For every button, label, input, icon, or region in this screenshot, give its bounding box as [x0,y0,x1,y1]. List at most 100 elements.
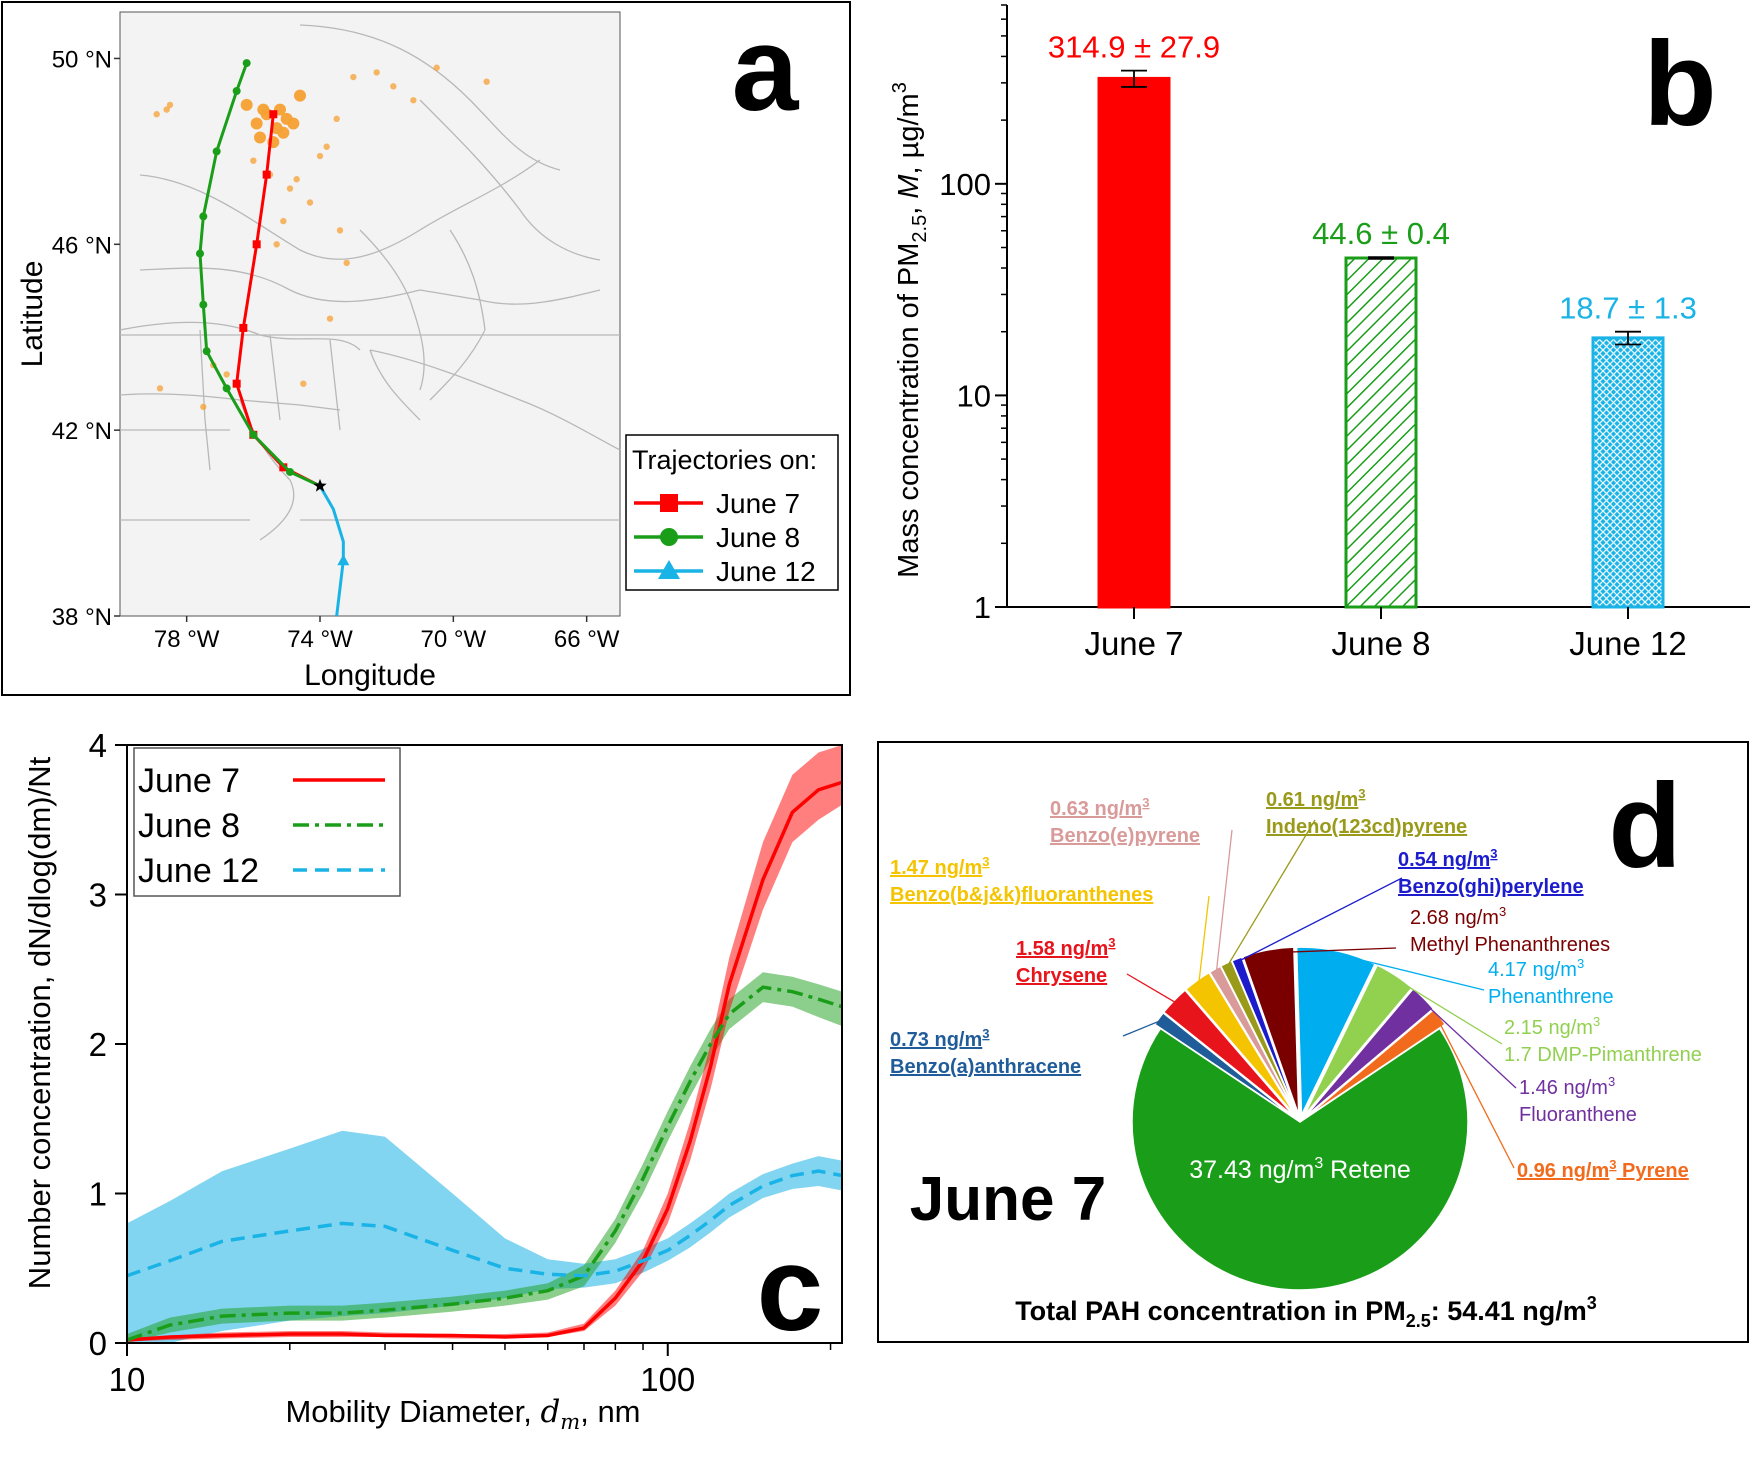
trajectory-marker [262,170,271,179]
trajectory-marker [269,110,278,119]
fire-point [240,98,253,111]
fire-point [250,157,257,164]
bar-june-8 [1344,256,1418,609]
map-ylabel: Latitude [16,261,49,368]
map-boundaries [119,24,621,541]
legend-label-june-7: June 7 [138,762,240,800]
size-ytick-label: 2 [89,1026,107,1063]
bar-category-label: June 8 [1331,625,1430,662]
pie-leader-line [1393,977,1503,1045]
fire-point [250,117,263,130]
pie-label-name: Benzo(e)pyrene [1050,825,1200,847]
bar-category-label: June 12 [1569,625,1686,662]
line-june-8 [126,985,843,1342]
legend-label-june-8: June 8 [716,522,800,553]
pie-label-name: Benzo(a)anthracene [890,1056,1081,1078]
fire-point [350,73,357,81]
trajectory-marker [196,249,204,258]
fire-point [257,103,270,116]
fire-point [306,199,314,206]
legend-marker [660,528,678,546]
band-june-12 [127,1130,842,1343]
panel-d-label: d [1608,759,1681,893]
pie-leader-line [1122,1019,1162,1037]
pie-label-value: 1.58 ng/m3 [1016,935,1116,960]
fire-point [293,176,300,183]
legend-marker [658,560,680,579]
map-ytick-label: 50 °N [52,46,112,73]
legend-label-june-12: June 12 [716,556,816,587]
fire-point [166,101,174,109]
trajectory-marker [202,347,211,356]
trajectory-marker [239,323,248,332]
pie-label-value: 1.46 ng/m3 [1519,1074,1615,1099]
pie-chart: 37.43 ng/m3 Retene 0.73 ng/m3 Benzo(a)anth… [890,786,1702,1291]
bar-category-label: June 7 [1084,625,1183,662]
panel-d: d 37.43 ng/m3 Retene 0.73 ng/m3 Benzo(a)an… [877,741,1749,1343]
map-xtick-label: 66 °W [554,626,620,653]
pie-leader-line [1226,819,1316,967]
size-ylabel: Number concentration, dN/dlog(dm)/Nt [22,756,57,1289]
fire-point [200,403,207,411]
size-ytick-label: 4 [89,727,107,764]
size-legend-box [133,747,401,897]
fire-point [156,385,164,392]
pie-leader-line [1268,947,1397,954]
map-xtick-label: 70 °W [421,626,487,653]
pie-label-value: 2.68 ng/m3 [1410,904,1506,929]
map-ytick-label: 38 °N [52,604,112,631]
panel-a: 78 °W 74 °W 70 °W 66 °W 38 °N 42 °N 46 °N 50 °N… [1,1,851,696]
origin-star-icon [313,478,327,492]
legend-label-june-12: June 12 [138,852,259,890]
pie-slice-fluoranthene [1304,987,1435,1118]
pie-slice-methyl-phenanthrenes [1242,946,1300,1116]
panel-b-label: b [1643,17,1716,151]
pie-label-value: 0.54 ng/m3 [1398,846,1498,871]
size-ytick-label: 0 [89,1325,107,1362]
fire-point [280,217,287,225]
pie-label-name: Benzo(ghi)perylene [1398,876,1584,898]
panel-b: b 1 10 100 314.9 ± 27.9 June 7 44.6 ± 0.4 June… [889,4,1750,662]
pie-label-name: Methyl Phenanthrenes [1410,934,1610,956]
pie-label-name: Indeno(123cd)pyrene [1266,816,1467,838]
pie-leader-line [1336,953,1485,991]
trajectory-marker [249,430,258,439]
pie-label-name: Fluoranthene [1519,1104,1637,1126]
fire-point [223,371,230,378]
fire-point [254,131,266,144]
fire-point [373,69,380,76]
trajectories [196,59,350,617]
trajectory-marker [242,59,251,68]
legend-title: Trajectories on: [632,445,817,475]
pie-total: Total PAH concentration in PM2.5: 54.41 … [1015,1293,1597,1331]
fire-point [336,227,344,234]
panel-c-label: c [757,1222,824,1356]
pie-leader-line [1198,895,1210,983]
trajectory-line-june-12 [318,485,345,617]
legend-label-june-8: June 8 [138,807,240,845]
pie-slice-chrysene [1162,989,1296,1118]
map-axes: 78 °W 74 °W 70 °W 66 °W 38 °N 42 °N 46 °N 50 °N [52,46,620,653]
bar-value-label: 44.6 ± 0.4 [1312,216,1450,251]
fire-point [287,117,300,130]
pie-label-name: Chrysene [1016,965,1107,987]
trajectory-marker [286,467,294,476]
pie-label-name: 1.7 DMP-Pimanthrene [1504,1044,1702,1066]
pie-slice-retene [1131,1027,1469,1291]
pie-label-value: 0.63 ng/m3 [1050,795,1150,820]
bar-ytick-label: 100 [939,167,991,202]
map-ytick-label: 46 °N [52,232,112,259]
line-june-12 [126,1169,843,1278]
map-xtick-label: 74 °W [287,626,353,653]
panel-c: 0 1 2 3 4 10 100 June 7 June 8 June 12 c Mobility… [22,727,843,1434]
trajectory-marker [232,379,241,388]
bar-june-12 [1591,336,1665,609]
pie-label-value: 0.61 ng/m3 [1266,786,1366,811]
map-plot-area [119,11,621,617]
bar-ytick-label: 1 [974,590,991,625]
pie-leader-line [1436,1018,1515,1169]
trajectory-marker [199,300,208,309]
trajectory-marker [199,212,208,221]
pie-label-retene: 37.43 ng/m3 Retene [1189,1155,1411,1184]
